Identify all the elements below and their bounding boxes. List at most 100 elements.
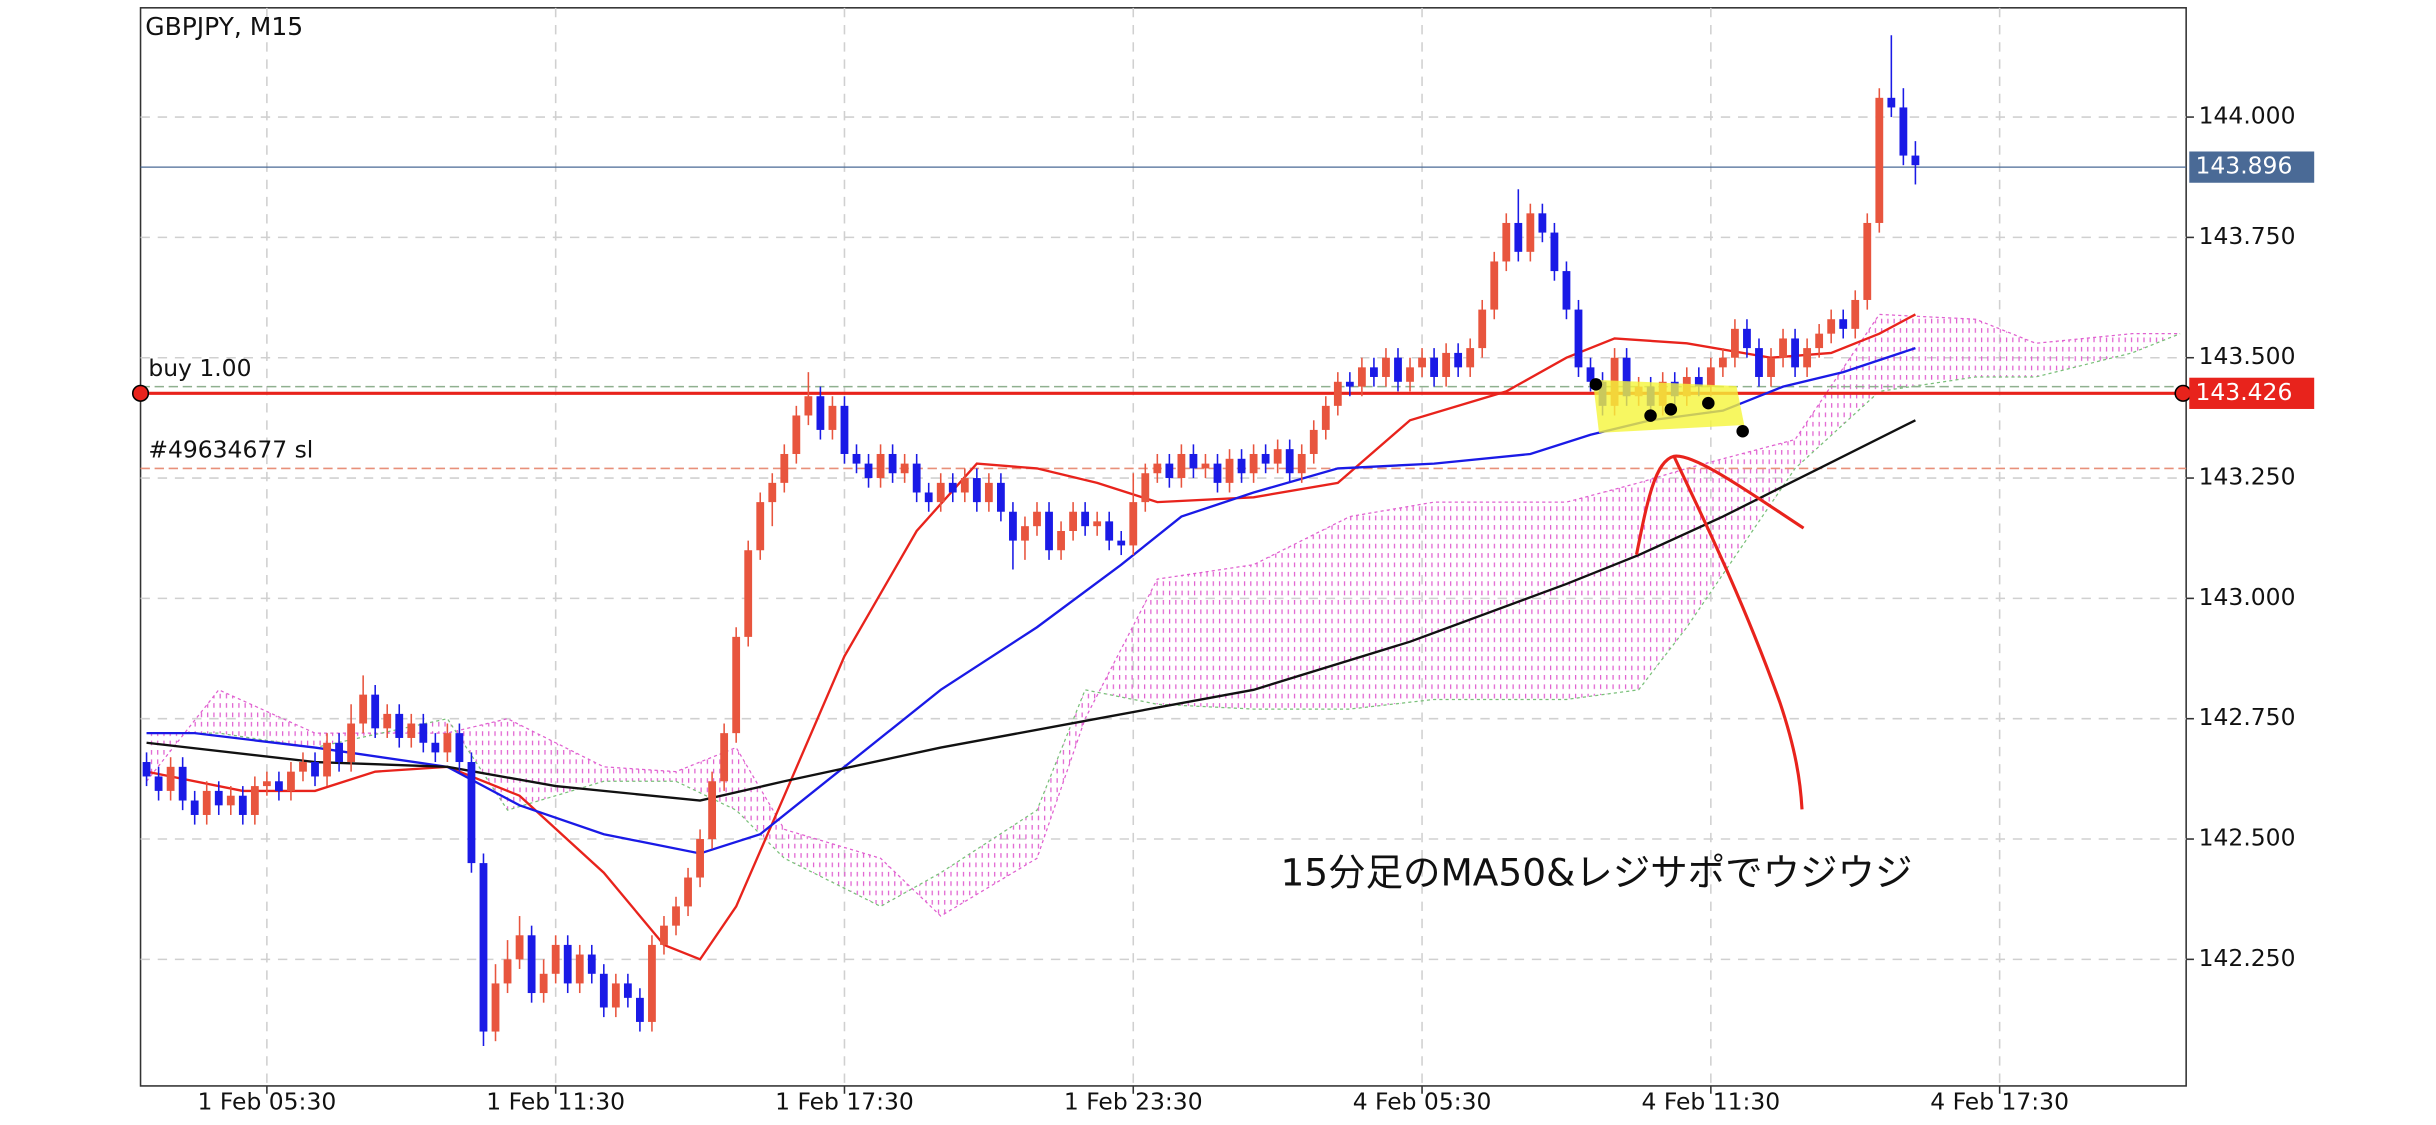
candle-body [1129,502,1138,546]
candle-body [948,482,957,493]
order-handle [131,384,150,402]
candle-body [455,733,464,763]
candle-body [1333,381,1342,406]
candle-body [1021,526,1029,541]
candle-body [696,839,704,878]
price-levels [140,166,2187,470]
candle-body [1201,463,1210,469]
candle-body [395,713,404,738]
candle-body [984,482,993,503]
dot [1644,409,1657,422]
candle-body [888,453,897,474]
candle-body [1574,309,1583,368]
candle-body [732,636,741,734]
candle-body [287,771,295,791]
candle-body [1309,429,1318,454]
plot-frame [139,7,2187,1087]
candle-body [1875,97,1884,223]
candle-body [214,790,223,806]
candle-body [960,478,969,493]
candle-body [1382,357,1390,377]
dot [1736,425,1749,438]
candle-body [1345,381,1354,387]
y-tick-label: 144.000 [2199,102,2296,130]
candle-body [623,983,632,998]
candle-body [1550,232,1559,272]
candle-body [1069,511,1078,531]
candle-body [299,762,307,772]
candle-body [1502,222,1511,262]
candle-body [419,723,428,743]
axis-labels: 142.250 142.500 142.750 143.000 143.250 143.5… [131,102,2315,1116]
candle-body [780,453,789,483]
candle-body [1815,333,1824,349]
candle-body [1189,453,1198,469]
candle-body [876,453,885,479]
candle-body [1273,449,1282,464]
candle-body [154,776,163,791]
candle-body [1297,453,1306,474]
candle-body [972,478,981,503]
price-tag-label: 143.426 [2196,378,2293,406]
candle-body [407,723,416,738]
candle-body [275,781,283,791]
dot [1664,403,1678,416]
candle-body [371,694,380,729]
candle-body [202,790,211,815]
candle-body [347,723,356,763]
x-tick-label: 4 Feb 17:30 [1930,1088,2069,1116]
hand-arrow [1672,455,1804,810]
candle-body [804,396,813,416]
candle-body [431,742,440,753]
candle-body [840,405,849,454]
candle-body [1153,463,1162,474]
candle-body [1851,299,1860,329]
candle-body [539,973,548,994]
candle-body [1899,107,1908,156]
candle-body [599,973,608,1008]
candle-body [684,877,692,907]
trade-line-label: buy 1.00 [148,354,251,382]
candle-body [587,954,596,974]
candle-body [1911,155,1920,166]
candle-body [1743,328,1751,349]
candle-body [1406,367,1414,382]
candle-body [1514,222,1523,252]
candle-body [1791,338,1799,368]
order-handle [2174,384,2192,402]
x-tick-label: 1 Feb 17:30 [775,1088,914,1116]
moving-average [146,419,1916,802]
x-tick-label: 1 Feb 23:30 [1064,1088,1203,1116]
candle-body [1081,511,1090,527]
candle-body [1141,473,1150,503]
candles [142,35,1920,1046]
candle-body [1526,213,1535,252]
candle-body [563,944,572,984]
trade-line-label: #49634677 sl [148,436,313,464]
candle-body [1863,222,1872,300]
chart-title: GBPJPY, M15 [145,12,303,41]
candle-body [226,795,235,806]
price-tag [2189,377,2315,409]
candle-body [1009,511,1017,541]
candle-body [996,482,1005,512]
candle-body [1586,367,1595,382]
candle-body [852,453,861,464]
candle-body [467,762,476,864]
candle-body [503,959,512,984]
candle-body [359,694,368,724]
x-tick-label: 4 Feb 11:30 [1641,1088,1780,1116]
x-tick-label: 1 Feb 11:30 [486,1088,625,1116]
candle-body [1370,367,1378,377]
candle-body [335,742,343,763]
candle-body [1057,530,1065,551]
moving-average [146,313,1916,961]
candle-body [1478,309,1487,349]
candle-body [323,742,331,777]
candle-body [1442,352,1451,377]
candle-body [1261,453,1270,464]
candle-body [1779,338,1787,358]
candle-body [912,463,921,493]
